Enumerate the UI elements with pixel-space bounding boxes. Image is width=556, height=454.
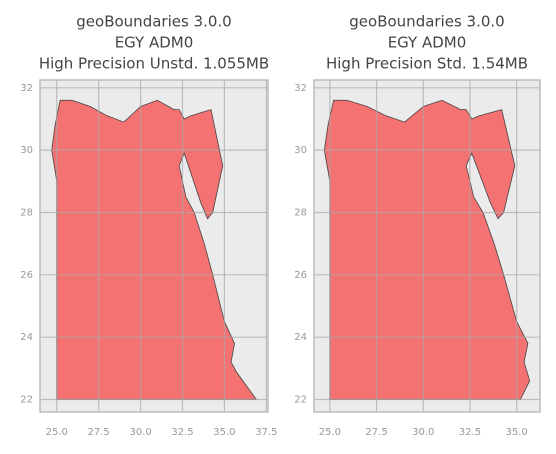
y-tick-label: 28 <box>20 207 33 218</box>
y-tick-label: 24 <box>294 332 307 343</box>
chart-title: High Precision Unstd. 1.055MB <box>39 55 269 73</box>
country-shape <box>323 99 531 400</box>
y-tick-label: 22 <box>294 395 307 406</box>
y-tick-label: 28 <box>294 207 307 218</box>
chart-title: EGY ADM0 <box>388 34 467 52</box>
x-tick-label: 25.0 <box>46 427 68 438</box>
x-tick-label: 30.0 <box>412 427 434 438</box>
chart-title: High Precision Std. 1.54MB <box>326 55 528 73</box>
x-tick-label: 27.5 <box>88 427 110 438</box>
y-tick-label: 32 <box>294 83 307 94</box>
country-shape <box>51 99 258 400</box>
y-tick-label: 26 <box>20 270 33 281</box>
y-tick-label: 32 <box>20 83 33 94</box>
y-tick-label: 30 <box>294 145 307 156</box>
chart-title: geoBoundaries 3.0.0 <box>349 13 504 31</box>
y-tick-label: 22 <box>20 395 33 406</box>
x-tick-label: 27.5 <box>365 427 387 438</box>
y-tick-label: 26 <box>294 270 307 281</box>
y-tick-label: 24 <box>20 332 33 343</box>
x-tick-label: 25.0 <box>319 427 341 438</box>
plot-frame <box>39 79 269 413</box>
chart-title: EGY ADM0 <box>115 34 194 52</box>
x-tick-label: 32.5 <box>459 427 481 438</box>
chart-title: geoBoundaries 3.0.0 <box>76 13 231 31</box>
x-tick-label: 32.5 <box>171 427 193 438</box>
x-tick-label: 30.0 <box>129 427 151 438</box>
x-tick-label: 35.0 <box>213 427 235 438</box>
plot-frame <box>313 79 541 413</box>
x-tick-label: 37.5 <box>255 427 277 438</box>
y-tick-label: 30 <box>20 145 33 156</box>
x-tick-label: 35.0 <box>506 427 528 438</box>
